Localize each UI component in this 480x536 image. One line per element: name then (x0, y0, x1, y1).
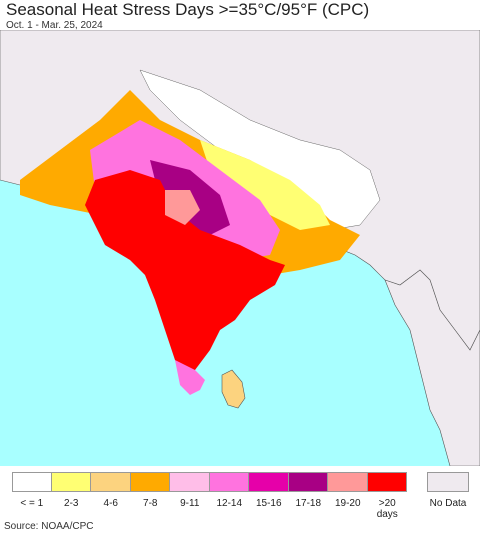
zone-red (85, 170, 285, 380)
legend-no-data-swatch (427, 472, 469, 492)
legend-label: 15-16 (255, 498, 282, 509)
legend-label: 17-18 (295, 498, 322, 509)
legend-swatch-6 (249, 472, 289, 492)
legend-swatch-7 (288, 472, 328, 492)
legend-swatch-2 (91, 472, 131, 492)
legend-label: < = 1 (20, 498, 44, 509)
legend-swatch-3 (130, 472, 170, 492)
legend-swatch-5 (209, 472, 249, 492)
heat-stress-map (0, 30, 480, 466)
zone-yellow (200, 140, 330, 230)
legend-swatch-0 (12, 472, 52, 492)
legend-label: >20 days (376, 498, 398, 520)
legend-label: 4-6 (103, 498, 118, 509)
legend-label: 19-20 (334, 498, 361, 509)
legend-labels: < = 1 2-3 4-6 7-8 9-11 12-14 15-16 17-18… (12, 498, 407, 520)
zone-low (139, 69, 381, 231)
legend-label: 9-11 (180, 498, 200, 509)
source-credit: Source: NOAA/CPC (4, 521, 94, 532)
zone-south-tip (175, 360, 205, 395)
legend-no-data-label: No Data (429, 498, 467, 509)
legend-swatch-1 (51, 472, 91, 492)
legend-label: 7-8 (143, 498, 158, 509)
map-title: Seasonal Heat Stress Days >=35°C/95°F (C… (6, 0, 370, 19)
legend-swatch-9 (367, 472, 407, 492)
sri-lanka (221, 369, 246, 409)
zone-salmon (165, 190, 200, 225)
map-date-range: Oct. 1 - Mar. 25, 2024 (6, 20, 103, 31)
legend-swatches (12, 472, 407, 492)
legend-label: 2-3 (64, 498, 79, 509)
legend-swatch-4 (170, 472, 210, 492)
land-southeast-asia (384, 269, 480, 466)
legend-swatch-8 (328, 472, 368, 492)
legend-label: 12-14 (216, 498, 243, 509)
